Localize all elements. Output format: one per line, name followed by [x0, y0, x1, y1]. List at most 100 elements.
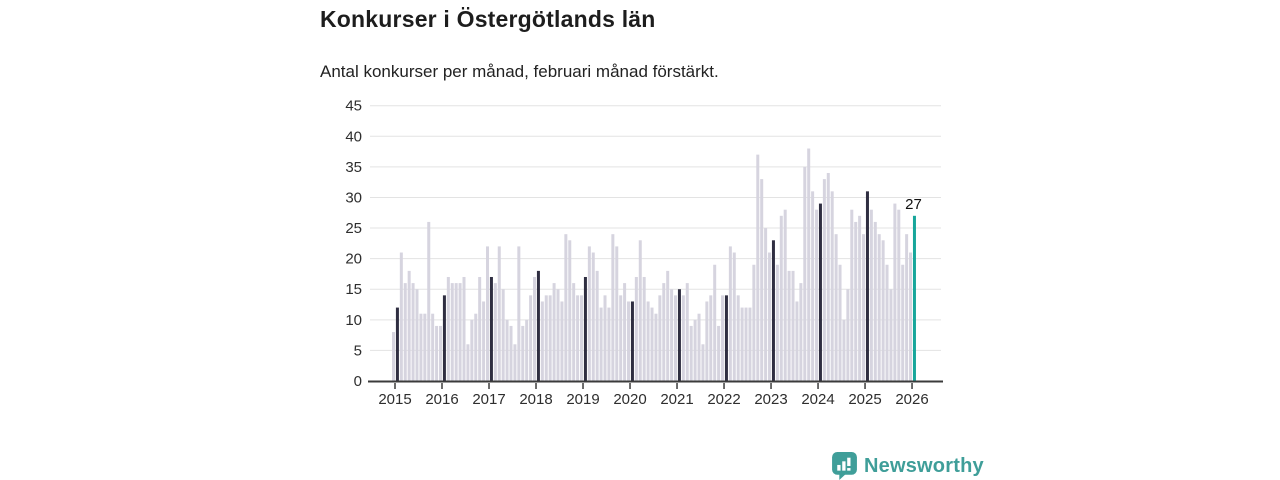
bar: [572, 283, 576, 381]
newsworthy-logo[interactable]: Newsworthy: [832, 452, 984, 480]
x-tick-label: 2024: [801, 391, 834, 408]
bar: [877, 234, 881, 381]
y-tick-label: 45: [345, 98, 362, 115]
bar: [607, 307, 611, 381]
bar: [423, 313, 427, 381]
bar: [482, 301, 486, 381]
bar: [764, 228, 768, 381]
x-tick-label: 2017: [472, 391, 505, 408]
bar: [634, 276, 638, 381]
bar: [638, 240, 642, 381]
y-tick-label: 0: [354, 373, 362, 390]
bar: [525, 319, 529, 381]
bar: [838, 264, 842, 381]
bar: [470, 319, 474, 381]
bar: [533, 276, 537, 381]
y-tick-label: 10: [345, 312, 362, 329]
bar: [603, 295, 607, 381]
bar: [795, 301, 799, 381]
highlighted-bar: [912, 215, 916, 381]
x-tick-label: 2026: [895, 391, 928, 408]
bars: [392, 148, 916, 381]
bar: [748, 307, 752, 381]
bar: [486, 246, 490, 381]
bar: [787, 270, 791, 381]
bar: [529, 295, 533, 381]
y-tick-label: 30: [345, 189, 362, 206]
bar: [540, 301, 544, 381]
newsworthy-logo-text: Newsworthy: [864, 455, 984, 477]
bar: [587, 246, 591, 381]
bar: [599, 307, 603, 381]
bar: [834, 234, 838, 381]
bar: [646, 301, 650, 381]
bar: [419, 313, 423, 381]
bar: [478, 276, 482, 381]
bar: [458, 283, 462, 381]
bar: [568, 240, 572, 381]
bar: [909, 252, 913, 381]
chart-subtitle: Antal konkurser per månad, februari måna…: [320, 62, 719, 81]
bar: [705, 301, 709, 381]
x-tick-label: 2025: [848, 391, 881, 408]
bar: [403, 283, 407, 381]
bar: [556, 289, 560, 381]
bar: [580, 295, 584, 381]
bar: [756, 154, 760, 381]
bar: [897, 209, 901, 381]
bar: [662, 283, 666, 381]
bar: [474, 313, 478, 381]
bar: [544, 295, 548, 381]
february-bar: [442, 295, 446, 381]
bar: [713, 264, 717, 381]
bar: [611, 234, 615, 381]
bar: [392, 332, 395, 381]
bar: [881, 240, 885, 381]
y-tick-label: 20: [345, 251, 362, 268]
bar: [466, 344, 470, 381]
x-tick-label: 2019: [566, 391, 599, 408]
y-tick-label: 15: [345, 281, 362, 298]
february-bar: [818, 203, 822, 381]
bar: [701, 344, 705, 381]
february-bar: [536, 270, 540, 381]
bar: [822, 179, 826, 381]
bar: [521, 325, 525, 381]
bar: [815, 209, 819, 381]
february-bar: [583, 276, 587, 381]
bar: [509, 325, 513, 381]
bar: [760, 179, 764, 381]
y-tick-label: 35: [345, 159, 362, 176]
bar: [889, 289, 893, 381]
bar: [869, 209, 873, 381]
bar: [807, 148, 811, 381]
bar: [689, 325, 693, 381]
bar: [811, 191, 815, 381]
bar: [435, 325, 439, 381]
bar: [560, 301, 564, 381]
bar: [732, 252, 736, 381]
bar: [450, 283, 454, 381]
x-tick-label: 2016: [425, 391, 458, 408]
bar: [768, 252, 772, 381]
bar: [893, 203, 897, 381]
bar: [576, 295, 580, 381]
bar: [858, 215, 862, 381]
february-bar: [865, 191, 869, 381]
bar: [517, 246, 521, 381]
bar: [850, 209, 854, 381]
bar: [670, 289, 674, 381]
x-axis-labels: 2015 2016 2017 2018 2019 2020 2021 2022 2023 2024…: [378, 391, 928, 408]
bar: [697, 313, 701, 381]
bar: [548, 295, 552, 381]
x-tick-label: 2023: [754, 391, 787, 408]
x-tick-label: 2020: [613, 391, 646, 408]
y-axis-labels: 0 5 10 15 20 25 30 35 40 45: [345, 98, 362, 390]
bar: [728, 246, 732, 381]
bar: [693, 319, 697, 381]
february-bar: [395, 307, 399, 381]
bar: [752, 264, 756, 381]
bar: [775, 264, 779, 381]
bar: [830, 191, 834, 381]
